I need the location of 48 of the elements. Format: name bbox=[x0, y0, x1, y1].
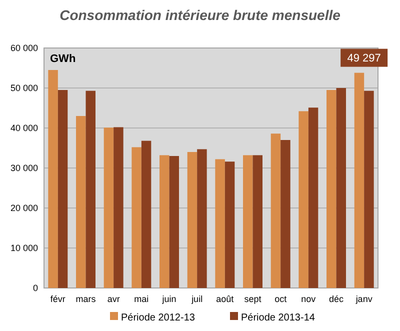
x-tick-label: août bbox=[216, 294, 234, 304]
bar bbox=[252, 155, 262, 288]
y-tick-label: 20 000 bbox=[10, 203, 38, 214]
bar bbox=[114, 127, 124, 288]
bar bbox=[169, 156, 179, 288]
x-tick-label: oct bbox=[274, 294, 288, 304]
x-tick-label: sept bbox=[244, 294, 262, 304]
x-tick-label: mars bbox=[76, 294, 96, 304]
bar bbox=[215, 159, 225, 288]
y-tick-label: 0 bbox=[32, 283, 38, 294]
y-tick-label: 30 000 bbox=[10, 163, 38, 174]
bar bbox=[76, 116, 86, 288]
y-tick-label: 50 000 bbox=[10, 83, 38, 94]
data-label: 49 297 bbox=[347, 52, 381, 65]
bar bbox=[48, 70, 58, 288]
bar bbox=[141, 140, 152, 288]
bar bbox=[187, 152, 198, 288]
bar bbox=[224, 162, 235, 288]
y-tick-label: 40 000 bbox=[10, 123, 38, 134]
bar bbox=[58, 90, 68, 288]
y-axis-title: GWh bbox=[50, 53, 76, 65]
x-tick-label: févr bbox=[50, 294, 66, 304]
bar bbox=[270, 134, 281, 288]
chart-title: Consommation intérieure brute mensuelle bbox=[60, 7, 341, 23]
bar bbox=[197, 149, 207, 288]
x-tick-label: juil bbox=[190, 294, 203, 304]
legend-label: Période 2012-13 bbox=[121, 312, 196, 324]
x-tick-label: juin bbox=[161, 294, 176, 304]
legend-label: Période 2013-14 bbox=[241, 312, 316, 324]
bar bbox=[132, 147, 142, 288]
x-tick-label: avr bbox=[107, 294, 120, 304]
bar bbox=[326, 90, 336, 288]
bar bbox=[364, 90, 374, 288]
y-tick-label: 60 000 bbox=[10, 43, 38, 54]
x-tick-label: nov bbox=[301, 294, 316, 304]
x-tick-label: janv bbox=[354, 294, 373, 304]
bar bbox=[336, 88, 346, 288]
bar bbox=[243, 155, 253, 288]
y-tick-label: 10 000 bbox=[10, 243, 38, 254]
bar bbox=[354, 72, 364, 288]
x-tick-label: déc bbox=[328, 294, 344, 304]
bar bbox=[308, 108, 318, 288]
bar bbox=[86, 90, 96, 288]
bar bbox=[104, 128, 114, 288]
bar bbox=[298, 111, 308, 288]
bar bbox=[280, 140, 290, 288]
x-tick-label: mai bbox=[134, 294, 149, 304]
bar bbox=[160, 155, 170, 288]
